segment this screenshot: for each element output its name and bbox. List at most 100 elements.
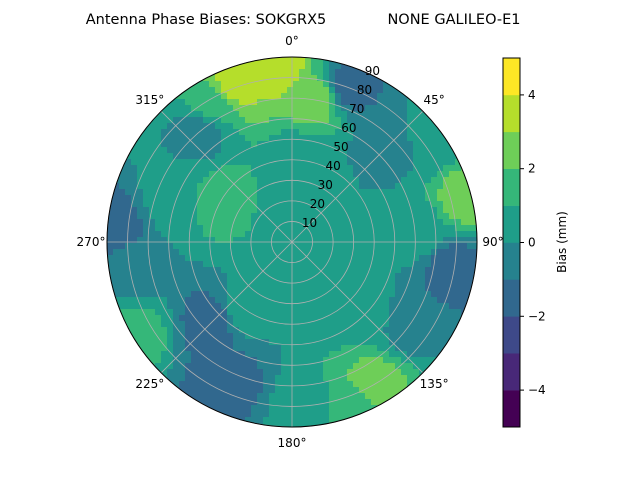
contour-cell	[221, 189, 228, 196]
contour-cell	[251, 207, 258, 214]
contour-cell	[341, 315, 348, 322]
contour-cell	[269, 153, 276, 160]
contour-cell	[179, 141, 186, 148]
contour-cell	[251, 279, 258, 286]
contour-cell	[275, 393, 282, 400]
contour-cell	[437, 213, 444, 220]
contour-cell	[197, 87, 204, 94]
contour-cell	[389, 327, 396, 334]
contour-cell	[263, 159, 270, 166]
contour-cell	[161, 207, 168, 214]
contour-cell	[341, 165, 348, 172]
contour-cell	[383, 189, 390, 196]
contour-cell	[203, 315, 210, 322]
contour-cell	[251, 123, 258, 130]
contour-cell	[209, 411, 216, 418]
contour-cell	[329, 291, 336, 298]
contour-cell	[311, 219, 318, 226]
contour-cell	[203, 141, 210, 148]
contour-cell	[407, 219, 414, 226]
contour-cell	[245, 423, 252, 427]
contour-cell	[389, 195, 396, 202]
contour-cell	[383, 105, 390, 112]
contour-cell	[269, 177, 276, 184]
contour-cell	[371, 333, 378, 340]
contour-cell	[461, 177, 468, 184]
contour-cell	[167, 135, 174, 142]
contour-cell	[323, 285, 330, 292]
contour-cell	[257, 99, 264, 106]
contour-cell	[383, 117, 390, 124]
contour-cell	[179, 231, 186, 238]
contour-cell	[341, 159, 348, 166]
contour-cell	[449, 243, 456, 250]
contour-cell	[431, 237, 438, 244]
contour-cell	[269, 405, 276, 412]
contour-cell	[197, 381, 204, 388]
contour-cell	[191, 393, 198, 400]
contour-cell	[269, 249, 276, 256]
contour-cell	[401, 189, 408, 196]
polar-plot-area: 0°45°90°135°180°225°270°315° 10203040506…	[77, 34, 504, 450]
contour-cell	[323, 93, 330, 100]
contour-cell	[347, 183, 354, 190]
contour-cell	[353, 81, 360, 88]
contour-cell	[377, 249, 384, 256]
contour-cell	[455, 243, 462, 250]
contour-cell	[233, 405, 240, 412]
contour-cell	[167, 231, 174, 238]
contour-cell	[371, 129, 378, 136]
contour-cell	[299, 171, 306, 178]
contour-cell	[461, 243, 468, 250]
contour-cell	[383, 165, 390, 172]
contour-cell	[443, 351, 450, 358]
contour-cell	[185, 261, 192, 268]
contour-cell	[329, 261, 336, 268]
contour-cell	[317, 129, 324, 136]
contour-cell	[125, 303, 132, 310]
contour-cell	[191, 87, 198, 94]
colorbar-swatch	[503, 94, 520, 133]
contour-cell	[143, 129, 150, 136]
contour-cell	[407, 117, 414, 124]
contour-cell	[269, 399, 276, 406]
contour-cell	[383, 243, 390, 250]
contour-cell	[293, 183, 300, 190]
contour-cell	[395, 135, 402, 142]
contour-cell	[323, 195, 330, 202]
contour-cell	[431, 231, 438, 238]
contour-cell	[437, 219, 444, 226]
contour-cell	[353, 231, 360, 238]
contour-cell	[167, 123, 174, 130]
contour-cell	[191, 357, 198, 364]
contour-cell	[401, 321, 408, 328]
contour-cell	[185, 357, 192, 364]
contour-cell	[425, 237, 432, 244]
contour-cell	[137, 273, 144, 280]
contour-cell	[167, 201, 174, 208]
contour-cell	[281, 147, 288, 154]
contour-cell	[311, 75, 318, 82]
contour-cell	[305, 363, 312, 370]
contour-cell	[287, 387, 294, 394]
contour-cell	[425, 213, 432, 220]
contour-cell	[341, 69, 348, 76]
contour-cell	[353, 105, 360, 112]
contour-cell	[443, 141, 450, 148]
contour-cell	[281, 357, 288, 364]
contour-cell	[293, 291, 300, 298]
contour-cell	[347, 309, 354, 316]
contour-cell	[221, 153, 228, 160]
contour-cell	[299, 309, 306, 316]
contour-cell	[329, 117, 336, 124]
contour-cell	[395, 231, 402, 238]
contour-cell	[185, 237, 192, 244]
contour-cell	[431, 255, 438, 262]
contour-cell	[455, 231, 462, 238]
contour-cell	[437, 279, 444, 286]
contour-cell	[401, 381, 408, 388]
contour-cell	[401, 201, 408, 208]
contour-cell	[287, 303, 294, 310]
contour-cell	[335, 267, 342, 274]
contour-cell	[287, 405, 294, 412]
